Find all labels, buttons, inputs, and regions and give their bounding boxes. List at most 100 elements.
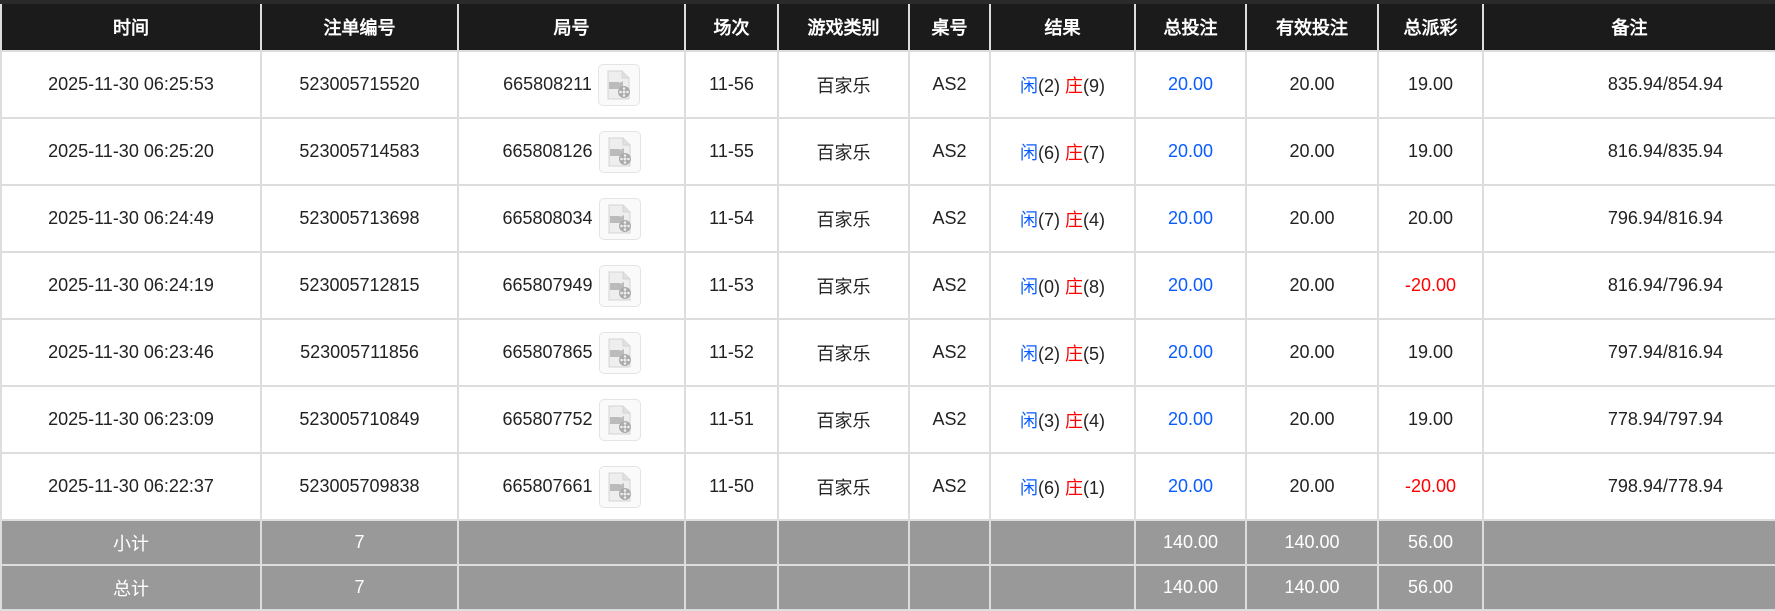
- banker-label: 庄: [1065, 209, 1083, 230]
- total-bet-cell: 20.00: [1134, 251, 1247, 320]
- player-score: (2): [1037, 343, 1060, 364]
- bet-id-cell: 523005713698: [260, 184, 459, 253]
- remark-cell: 835.94/854.94: [1482, 50, 1775, 119]
- game-type-cell: 百家乐: [777, 251, 910, 320]
- payout-cell: -20.00: [1377, 251, 1484, 320]
- payout-cell: -20.00: [1377, 452, 1484, 521]
- total-payout: 56.00: [1377, 564, 1484, 611]
- header-table-no: 桌号: [908, 2, 991, 52]
- total-bet-cell: 20.00: [1134, 385, 1247, 454]
- video-replay-icon[interactable]: [598, 130, 641, 173]
- payout-cell: 20.00: [1377, 184, 1484, 253]
- payout-cell: 19.00: [1377, 50, 1484, 119]
- round-cell: 665807949: [457, 251, 686, 320]
- banker-score: (4): [1083, 209, 1105, 230]
- result-cell: 闲(7) 庄(4): [989, 184, 1136, 253]
- time-cell: 2025-11-30 06:25:53: [0, 50, 262, 119]
- subtotal-label: 小计: [0, 519, 262, 566]
- subtotal-total-bet: 140.00: [1134, 519, 1247, 566]
- header-total-payout: 总派彩: [1377, 2, 1484, 52]
- payout-cell: 19.00: [1377, 318, 1484, 387]
- result-cell: 闲(2) 庄(5): [989, 318, 1136, 387]
- video-replay-icon[interactable]: [598, 197, 641, 240]
- valid-bet-cell: 20.00: [1245, 318, 1379, 387]
- valid-bet-cell: 20.00: [1245, 50, 1379, 119]
- table-row: 2025-11-30 06:24:49 523005713698 6658080…: [0, 184, 1775, 253]
- video-replay-icon[interactable]: [598, 264, 641, 307]
- bet-id-cell: 523005710849: [260, 385, 459, 454]
- banker-label: 庄: [1065, 477, 1083, 498]
- player-score: (7): [1037, 209, 1060, 230]
- session-cell: 11-51: [684, 385, 779, 454]
- table-row: 2025-11-30 06:25:20 523005714583 6658081…: [0, 117, 1775, 186]
- game-type-cell: 百家乐: [777, 452, 910, 521]
- player-label: 闲: [1019, 209, 1038, 230]
- round-number: 665808034: [502, 207, 593, 228]
- player-label: 闲: [1019, 410, 1038, 431]
- result-cell: 闲(2) 庄(9): [989, 50, 1136, 119]
- table-no-cell: AS2: [908, 50, 991, 119]
- header-bet-id: 注单编号: [260, 2, 459, 52]
- header-session: 场次: [684, 2, 779, 52]
- table-no-cell: AS2: [908, 318, 991, 387]
- table-no-cell: AS2: [908, 251, 991, 320]
- player-score: (2): [1037, 75, 1060, 96]
- round-cell: 665808126: [457, 117, 686, 186]
- session-cell: 11-54: [684, 184, 779, 253]
- video-replay-icon[interactable]: [598, 398, 641, 441]
- bet-id-cell: 523005714583: [260, 117, 459, 186]
- table-row: 2025-11-30 06:22:37 523005709838 6658076…: [0, 452, 1775, 521]
- banker-label: 庄: [1065, 343, 1083, 364]
- table-row: 2025-11-30 06:24:19 523005712815 6658079…: [0, 251, 1775, 320]
- player-label: 闲: [1019, 142, 1038, 163]
- time-cell: 2025-11-30 06:24:49: [0, 184, 262, 253]
- time-cell: 2025-11-30 06:23:09: [0, 385, 262, 454]
- result-cell: 闲(6) 庄(7): [989, 117, 1136, 186]
- total-total-bet: 140.00: [1134, 564, 1247, 611]
- video-replay-icon[interactable]: [598, 331, 641, 374]
- subtotal-payout: 56.00: [1377, 519, 1484, 566]
- header-round: 局号: [457, 2, 686, 52]
- banker-label: 庄: [1065, 75, 1083, 96]
- result-cell: 闲(0) 庄(8): [989, 251, 1136, 320]
- player-label: 闲: [1019, 477, 1038, 498]
- header-row: 时间 注单编号 局号 场次 游戏类别 桌号 结果 总投注 有效投注 总派彩 备注: [0, 2, 1775, 52]
- round-cell: 665807865: [457, 318, 686, 387]
- video-replay-icon[interactable]: [598, 465, 641, 508]
- round-number: 665807752: [502, 408, 593, 429]
- valid-bet-cell: 20.00: [1245, 452, 1379, 521]
- session-cell: 11-55: [684, 117, 779, 186]
- valid-bet-cell: 20.00: [1245, 251, 1379, 320]
- remark-cell: 797.94/816.94: [1482, 318, 1775, 387]
- banker-label: 庄: [1065, 276, 1083, 297]
- table-row: 2025-11-30 06:25:53 523005715520 6658082…: [0, 50, 1775, 119]
- player-score: (3): [1037, 410, 1060, 431]
- total-count: 7: [260, 564, 459, 611]
- round-number: 665808126: [502, 140, 593, 161]
- total-bet-cell: 20.00: [1134, 452, 1247, 521]
- header-total-bet: 总投注: [1134, 2, 1247, 52]
- round-number: 665807865: [502, 341, 593, 362]
- table-no-cell: AS2: [908, 117, 991, 186]
- game-type-cell: 百家乐: [777, 184, 910, 253]
- table-no-cell: AS2: [908, 385, 991, 454]
- table-row: 2025-11-30 06:23:46 523005711856 6658078…: [0, 318, 1775, 387]
- subtotal-row: 小计 7 140.00 140.00 56.00: [0, 519, 1775, 566]
- table-no-cell: AS2: [908, 452, 991, 521]
- remark-cell: 816.94/796.94: [1482, 251, 1775, 320]
- round-number: 665807661: [502, 475, 593, 496]
- game-type-cell: 百家乐: [777, 318, 910, 387]
- banker-score: (9): [1083, 75, 1105, 96]
- session-cell: 11-52: [684, 318, 779, 387]
- bet-id-cell: 523005709838: [260, 452, 459, 521]
- total-label: 总计: [0, 564, 262, 611]
- time-cell: 2025-11-30 06:23:46: [0, 318, 262, 387]
- total-valid-bet: 140.00: [1245, 564, 1379, 611]
- remark-cell: 778.94/797.94: [1482, 385, 1775, 454]
- total-bet-cell: 20.00: [1134, 318, 1247, 387]
- total-row: 总计 7 140.00 140.00 56.00: [0, 564, 1775, 611]
- time-cell: 2025-11-30 06:22:37: [0, 452, 262, 521]
- game-type-cell: 百家乐: [777, 117, 910, 186]
- video-replay-icon[interactable]: [597, 63, 640, 106]
- total-bet-cell: 20.00: [1134, 50, 1247, 119]
